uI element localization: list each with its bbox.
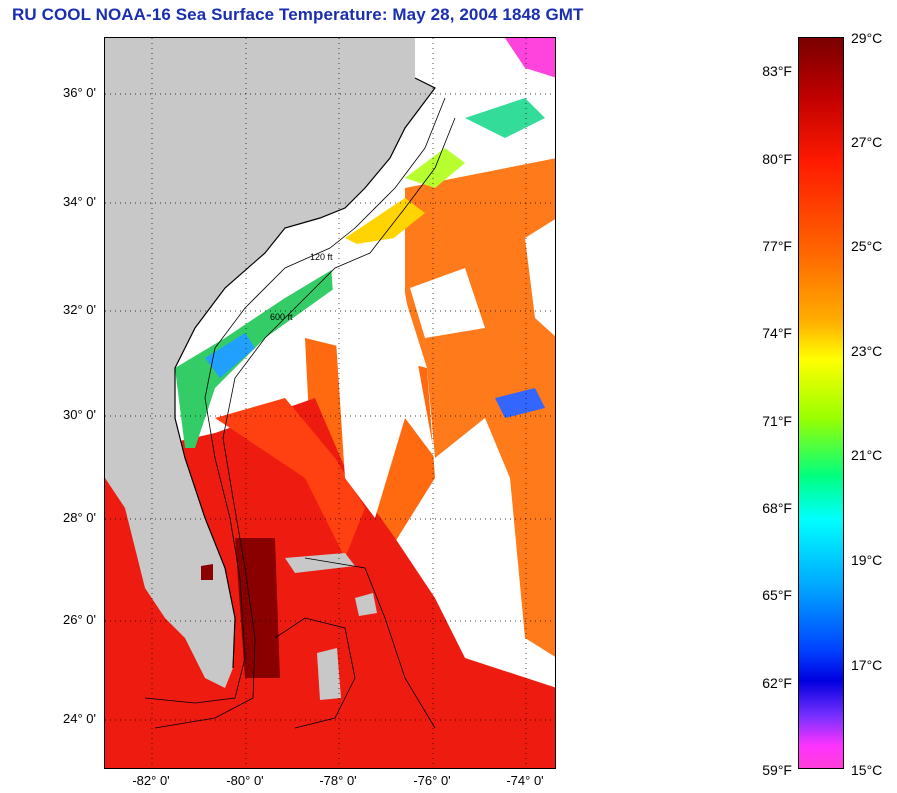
c-label-23: 23°C [851,343,883,359]
c-label-29: 29°C [851,30,883,46]
depth-contour-120ft [144,97,446,704]
lon-label-76: -76° 0' [413,773,451,788]
lat-label-24: 24° 0' [63,711,96,726]
f-label-68: 68°F [762,500,792,516]
c-label-25: 25°C [851,238,883,254]
lat-label-28: 28° 0' [63,510,96,525]
sst-map: 120 ft 600 ft [104,37,556,769]
sst-map-graphic: 120 ft 600 ft [105,38,555,768]
f-label-71: 71°F [762,413,792,429]
cloud-swath [330,238,435,518]
lat-label-32: 32° 0' [63,302,96,317]
c-label-19: 19°C [851,552,883,568]
f-label-62: 62°F [762,675,792,691]
temperature-colorbar [798,37,844,769]
lat-label-30: 30° 0' [63,407,96,422]
coastline [174,77,436,669]
f-label-83: 83°F [762,63,792,79]
lat-label-26: 26° 0' [63,612,96,627]
lon-label-78: -78° 0' [319,773,357,788]
lon-label-74: -74° 0' [506,773,544,788]
c-label-21: 21°C [851,447,883,463]
c-label-27: 27°C [851,134,883,150]
lon-label-82: -82° 0' [132,773,170,788]
f-label-65: 65°F [762,587,792,603]
contour-label-120ft: 120 ft [310,252,333,262]
f-label-80: 80°F [762,151,792,167]
c-label-15: 15°C [851,762,883,778]
f-label-59: 59°F [762,762,792,778]
contour-label-600ft: 600 ft [270,312,293,322]
c-label-17: 17°C [851,657,883,673]
coastal-cool-band [175,268,335,448]
andros-island [317,648,341,700]
lon-label-80: -80° 0' [226,773,264,788]
lat-label-36: 36° 0' [63,85,96,100]
lake-okeechobee [201,564,213,580]
lat-label-34: 34° 0' [63,194,96,209]
f-label-74: 74°F [762,325,792,341]
map-title: RU COOL NOAA-16 Sea Surface Temperature:… [12,5,584,24]
depth-contour-600ft [154,117,456,729]
f-label-77: 77°F [762,238,792,254]
graticule [105,38,555,768]
